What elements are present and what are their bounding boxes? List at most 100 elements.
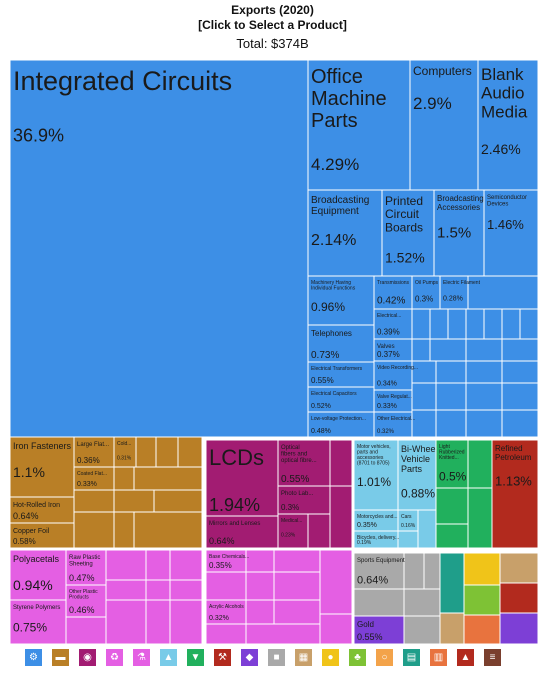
sub-product-tile[interactable] xyxy=(319,549,353,615)
sub-product-tile[interactable] xyxy=(501,338,539,362)
tile-oil-pumps[interactable] xyxy=(411,275,441,310)
sub-product-tile[interactable] xyxy=(133,466,203,491)
sub-product-tile[interactable] xyxy=(273,599,321,625)
tile-integrated-circuits[interactable] xyxy=(9,59,309,438)
sub-product-tile[interactable] xyxy=(465,360,503,384)
tile-cold-rolled-iron[interactable] xyxy=(113,436,137,468)
tile-electric-filament[interactable] xyxy=(439,275,469,310)
sub-product-tile[interactable] xyxy=(467,487,493,549)
sub-product-tile[interactable] xyxy=(465,409,503,438)
sub-product-tile[interactable] xyxy=(501,308,521,340)
sub-product-tile[interactable] xyxy=(411,338,431,362)
sub-product-tile[interactable] xyxy=(205,571,247,601)
sub-product-tile[interactable] xyxy=(435,487,469,525)
sub-product-tile[interactable] xyxy=(135,436,157,468)
tile-copper-foil[interactable] xyxy=(9,522,75,549)
sub-product-tile[interactable] xyxy=(113,489,155,513)
tile-broadcasting-accessories[interactable] xyxy=(433,189,485,277)
sub-product-tile[interactable] xyxy=(329,439,353,487)
tile-medical-instruments[interactable] xyxy=(277,513,309,549)
microscope-icon[interactable]: ◉ xyxy=(78,648,97,667)
sub-product-tile[interactable] xyxy=(417,509,437,549)
sub-product-tile[interactable] xyxy=(435,523,469,549)
tile-transmissions[interactable] xyxy=(373,275,413,310)
sub-product-tile[interactable] xyxy=(353,588,405,617)
sub-product-tile[interactable] xyxy=(145,599,171,645)
anvil-icon[interactable]: ▬ xyxy=(51,648,70,667)
sub-product-tile[interactable] xyxy=(73,511,115,549)
tile-optical-fibers-and-optical-fibre-bundles[interactable] xyxy=(277,439,331,487)
tile-photo-lab-equipment[interactable] xyxy=(277,485,331,515)
sub-product-tile[interactable] xyxy=(435,409,467,438)
sub-product-tile[interactable] xyxy=(465,308,485,340)
apple-icon[interactable]: ● xyxy=(321,648,340,667)
sub-product-tile[interactable] xyxy=(65,616,107,645)
tile-refined-petroleum[interactable] xyxy=(491,439,539,549)
sub-product-tile[interactable] xyxy=(273,571,321,601)
tile-video-recording-equipment[interactable] xyxy=(373,360,413,391)
shirt-icon[interactable]: ▼ xyxy=(186,648,205,667)
sub-product-tile[interactable] xyxy=(329,485,353,549)
tile-cars[interactable] xyxy=(397,509,419,532)
sub-product-tile[interactable] xyxy=(169,579,203,601)
sub-product-tile[interactable] xyxy=(499,612,539,645)
sub-product-tile[interactable] xyxy=(483,308,503,340)
sub-product-tile[interactable] xyxy=(501,409,539,438)
tile-acrylic-alcohols[interactable] xyxy=(205,599,247,625)
sub-product-tile[interactable] xyxy=(145,579,171,601)
tile-sports-equipment[interactable] xyxy=(353,552,405,590)
sub-product-tile[interactable] xyxy=(467,439,493,489)
sub-product-tile[interactable] xyxy=(429,308,449,340)
sub-product-tile[interactable] xyxy=(403,615,441,645)
sub-product-tile[interactable] xyxy=(463,584,501,616)
sub-product-tile[interactable] xyxy=(429,338,467,362)
recycle-icon[interactable]: ♻ xyxy=(105,648,124,667)
gear-icon[interactable]: ⚙ xyxy=(24,648,43,667)
sub-product-tile[interactable] xyxy=(411,409,437,438)
sub-product-tile[interactable] xyxy=(155,436,179,468)
sub-product-tile[interactable] xyxy=(465,338,503,362)
tile-polyacetals[interactable] xyxy=(9,549,67,601)
sub-product-tile[interactable] xyxy=(307,513,331,549)
sub-product-tile[interactable] xyxy=(169,599,203,645)
tile-electrical-transformers[interactable] xyxy=(307,361,375,388)
sub-product-tile[interactable] xyxy=(439,552,465,614)
road-icon[interactable]: ▲ xyxy=(159,648,178,667)
sub-product-tile[interactable] xyxy=(463,552,501,586)
sub-product-tile[interactable] xyxy=(113,466,135,491)
tile-electrical-capacitors[interactable] xyxy=(307,386,375,413)
sub-product-tile[interactable] xyxy=(447,308,467,340)
sub-product-tile[interactable] xyxy=(205,623,247,645)
gem-icon[interactable]: ◆ xyxy=(240,648,259,667)
tile-machinery-having-individual-functions[interactable] xyxy=(307,275,375,326)
sub-product-tile[interactable] xyxy=(499,552,539,584)
sub-product-tile[interactable] xyxy=(105,579,147,601)
sub-product-tile[interactable] xyxy=(319,613,353,645)
sub-product-tile[interactable] xyxy=(245,623,321,645)
brick-icon[interactable]: ▦ xyxy=(294,648,313,667)
tile-blank-audio-media[interactable] xyxy=(477,59,539,191)
egg-icon[interactable]: ○ xyxy=(375,648,394,667)
sub-product-tile[interactable] xyxy=(245,549,275,573)
sub-product-tile[interactable] xyxy=(501,382,539,411)
sub-product-tile[interactable] xyxy=(439,612,465,645)
tile-gold[interactable] xyxy=(353,615,405,645)
sub-product-tile[interactable] xyxy=(435,360,467,384)
sub-product-tile[interactable] xyxy=(133,511,203,549)
sub-product-tile[interactable] xyxy=(423,552,441,590)
tile-styrene-polymers[interactable] xyxy=(9,599,67,645)
tile-office-machine-parts[interactable] xyxy=(307,59,411,191)
bench-icon[interactable]: ≡ xyxy=(483,648,502,667)
tile-semiconductor-devices[interactable] xyxy=(483,189,539,277)
sub-product-tile[interactable] xyxy=(403,588,441,617)
shoe-icon[interactable]: ■ xyxy=(267,648,286,667)
sub-product-tile[interactable] xyxy=(411,308,431,340)
tile-other-electrical-machinery[interactable] xyxy=(373,411,413,438)
sub-product-tile[interactable] xyxy=(403,552,425,590)
tile-iron-fasteners[interactable] xyxy=(9,436,75,498)
sub-product-tile[interactable] xyxy=(73,489,115,513)
sub-product-tile[interactable] xyxy=(519,308,539,340)
tile-raw-plastic-sheeting[interactable] xyxy=(65,549,107,586)
sub-product-tile[interactable] xyxy=(113,511,135,549)
